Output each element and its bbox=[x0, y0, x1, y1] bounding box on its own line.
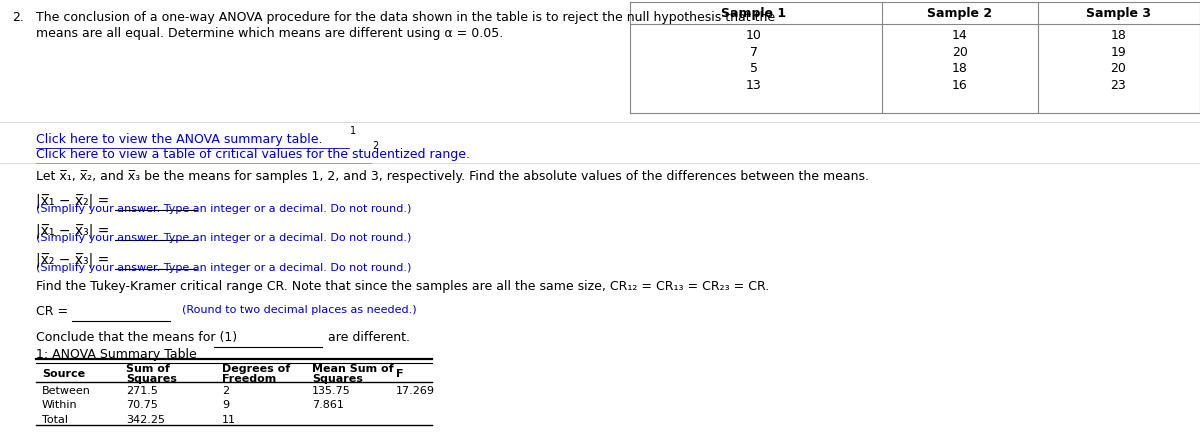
Text: Find the Tukey-Kramer critical range CR. Note that since the samples are all the: Find the Tukey-Kramer critical range CR.… bbox=[36, 280, 769, 293]
Text: |x̅₂ − x̅₃| =: |x̅₂ − x̅₃| = bbox=[36, 253, 109, 267]
Text: 271.5: 271.5 bbox=[126, 386, 158, 396]
Text: |x̅₁ − x̅₂| =: |x̅₁ − x̅₂| = bbox=[36, 194, 109, 208]
Text: Conclude that the means for (1): Conclude that the means for (1) bbox=[36, 331, 238, 343]
Text: Mean Sum of: Mean Sum of bbox=[312, 364, 394, 374]
Text: 2: 2 bbox=[372, 141, 378, 151]
Text: The conclusion of a one-way ANOVA procedure for the data shown in the table is t: The conclusion of a one-way ANOVA proced… bbox=[36, 11, 775, 24]
Text: 1: ANOVA Summary Table: 1: ANOVA Summary Table bbox=[36, 348, 197, 361]
Text: 2.: 2. bbox=[12, 11, 24, 24]
Text: 18: 18 bbox=[1110, 29, 1127, 42]
Text: 9: 9 bbox=[222, 400, 229, 411]
Text: Sample 3: Sample 3 bbox=[1086, 7, 1151, 20]
Text: 10: 10 bbox=[745, 29, 762, 42]
Text: 17.269: 17.269 bbox=[396, 386, 436, 396]
Text: Within: Within bbox=[42, 400, 78, 411]
Text: 342.25: 342.25 bbox=[126, 415, 166, 425]
Text: Click here to view the ANOVA summary table.: Click here to view the ANOVA summary tab… bbox=[36, 133, 323, 145]
Text: means are all equal. Determine which means are different using α = 0.05.: means are all equal. Determine which mea… bbox=[36, 27, 503, 40]
Text: 20: 20 bbox=[952, 46, 968, 59]
Text: Freedom: Freedom bbox=[222, 374, 276, 384]
Text: 135.75: 135.75 bbox=[312, 386, 350, 396]
Text: 18: 18 bbox=[952, 62, 968, 76]
Text: 70.75: 70.75 bbox=[126, 400, 158, 411]
Text: Total: Total bbox=[42, 415, 68, 425]
Text: Source: Source bbox=[42, 369, 85, 379]
Text: |x̅₁ − x̅₃| =: |x̅₁ − x̅₃| = bbox=[36, 224, 109, 238]
Text: (Simplify your answer. Type an integer or a decimal. Do not round.): (Simplify your answer. Type an integer o… bbox=[36, 204, 412, 214]
Text: Degrees of: Degrees of bbox=[222, 364, 290, 374]
Text: 11: 11 bbox=[222, 415, 236, 425]
Text: Sample 2: Sample 2 bbox=[928, 7, 992, 20]
Text: Click here to view a table of critical values for the studentized range.: Click here to view a table of critical v… bbox=[36, 148, 470, 160]
Text: (Simplify your answer. Type an integer or a decimal. Do not round.): (Simplify your answer. Type an integer o… bbox=[36, 263, 412, 273]
Text: 1: 1 bbox=[350, 126, 356, 136]
Text: 20: 20 bbox=[1110, 62, 1127, 76]
Text: 2: 2 bbox=[222, 386, 229, 396]
Text: 7.861: 7.861 bbox=[312, 400, 344, 411]
Text: are different.: are different. bbox=[328, 331, 409, 343]
Text: (Simplify your answer. Type an integer or a decimal. Do not round.): (Simplify your answer. Type an integer o… bbox=[36, 233, 412, 244]
Text: Between: Between bbox=[42, 386, 91, 396]
Text: Squares: Squares bbox=[312, 374, 362, 384]
Text: F: F bbox=[396, 369, 403, 379]
Text: Sample 1: Sample 1 bbox=[721, 7, 786, 20]
Text: 5: 5 bbox=[750, 62, 757, 76]
Text: Sum of: Sum of bbox=[126, 364, 170, 374]
Text: 16: 16 bbox=[952, 79, 968, 92]
Text: 13: 13 bbox=[745, 79, 762, 92]
Text: (Round to two decimal places as needed.): (Round to two decimal places as needed.) bbox=[182, 305, 418, 315]
Text: 19: 19 bbox=[1110, 46, 1127, 59]
Text: CR =: CR = bbox=[36, 305, 68, 318]
Text: 14: 14 bbox=[952, 29, 968, 42]
Text: Squares: Squares bbox=[126, 374, 176, 384]
Text: 7: 7 bbox=[750, 46, 757, 59]
Text: Let x̅₁, x̅₂, and x̅₃ be the means for samples 1, 2, and 3, respectively. Find t: Let x̅₁, x̅₂, and x̅₃ be the means for s… bbox=[36, 170, 869, 183]
Text: 23: 23 bbox=[1110, 79, 1127, 92]
